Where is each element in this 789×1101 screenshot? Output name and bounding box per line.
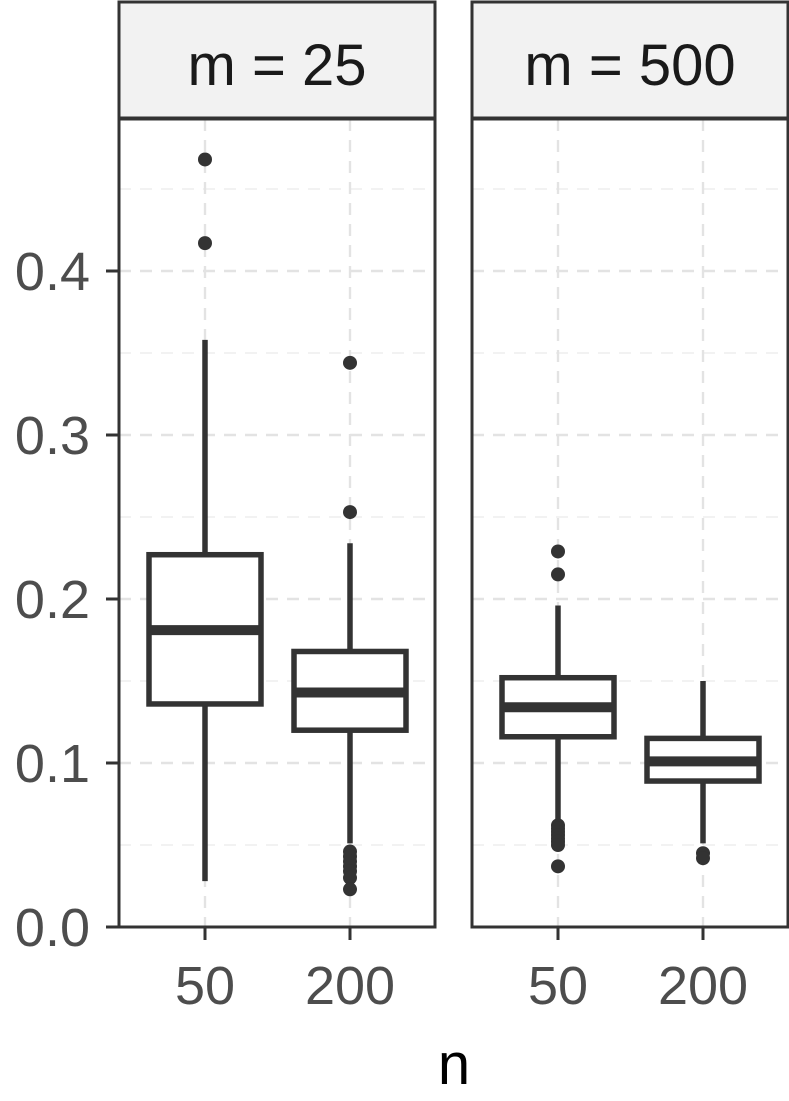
outlier-point [343, 870, 357, 885]
y-tick-label: 0.0 [15, 898, 90, 958]
x-tick-label: 50 [528, 956, 588, 1016]
x-axis-title: n [438, 1032, 470, 1097]
x-tick-label: 50 [175, 956, 235, 1016]
outlier-point [343, 882, 357, 897]
x-tick-label: 200 [305, 956, 395, 1016]
facet-strip [470, 0, 789, 120]
panel-border [470, 117, 789, 929]
outlier-point [343, 355, 357, 370]
y-tick-label: 0.1 [15, 734, 90, 794]
outlier-point [343, 505, 357, 520]
facet-strip-label: m = 500 [524, 33, 735, 98]
outlier-point [696, 851, 710, 866]
x-tick-label: 200 [658, 956, 748, 1016]
outlier-point [551, 544, 565, 559]
facet-strip [117, 0, 437, 120]
outlier-point [551, 567, 565, 582]
y-tick-label: 0.3 [15, 406, 90, 466]
outlier-point [551, 838, 565, 852]
label-layer: 0.0 0.1 0.2 0.3 0.4 m = 25 50 200 m = 500 50 200 [15, 33, 748, 1016]
y-tick-label: 0.4 [15, 242, 90, 302]
frame-layer [117, 0, 789, 929]
outlier-point [198, 152, 212, 167]
panel-border [117, 117, 437, 929]
y-tick-label: 0.2 [15, 570, 90, 630]
box-layer [146, 152, 762, 897]
outlier-point [198, 236, 212, 251]
facet-strip-label: m = 25 [188, 33, 367, 98]
grid-layer [119, 119, 788, 927]
outlier-point [551, 859, 565, 874]
